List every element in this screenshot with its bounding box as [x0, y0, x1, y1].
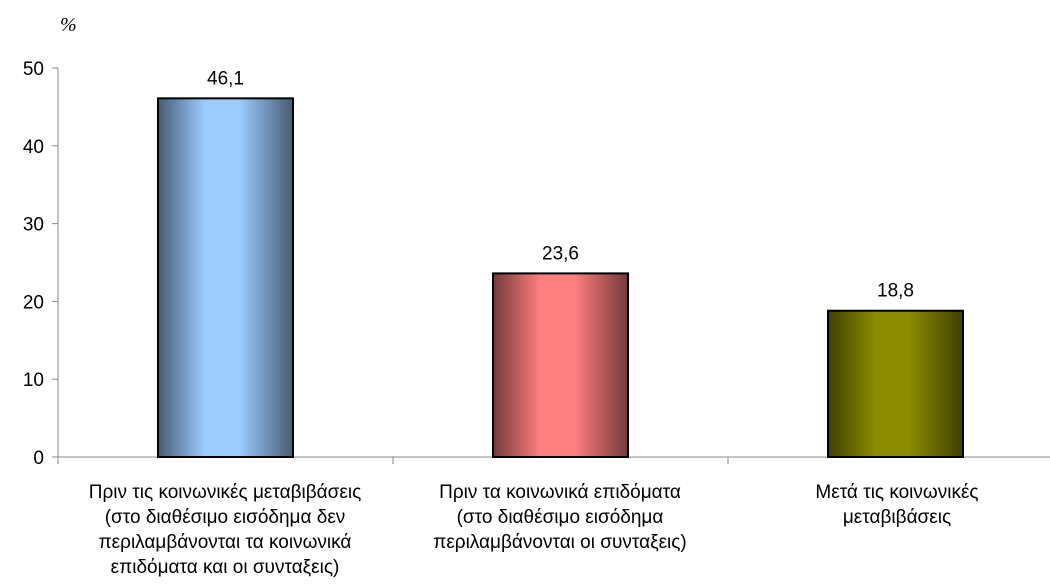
y-tick-label: 0: [33, 448, 44, 469]
y-tick-label: 10: [23, 370, 44, 391]
bar-2: [827, 309, 964, 458]
category-label-1: Πριν τα κοινωνικά επιδόματα (στο διαθέσι…: [433, 482, 687, 553]
y-tick-label: 30: [23, 215, 44, 236]
category-label-2: Μετά τις κοινωνικές μεταβιβάσεις: [815, 482, 979, 528]
category-label-0: Πριν τις κοινωνικές μεταβιβάσεις (στο δι…: [88, 482, 362, 578]
y-tick-label: 40: [23, 137, 44, 158]
bar-1: [492, 272, 629, 458]
y-axis-unit-label: %: [60, 14, 77, 36]
data-label-0: 46,1: [207, 68, 244, 89]
data-label-1: 23,6: [542, 243, 579, 264]
data-label-2: 18,8: [877, 281, 914, 302]
y-tick-label: 50: [23, 59, 44, 80]
bar-0: [157, 97, 294, 458]
y-tick-label: 20: [23, 292, 44, 313]
